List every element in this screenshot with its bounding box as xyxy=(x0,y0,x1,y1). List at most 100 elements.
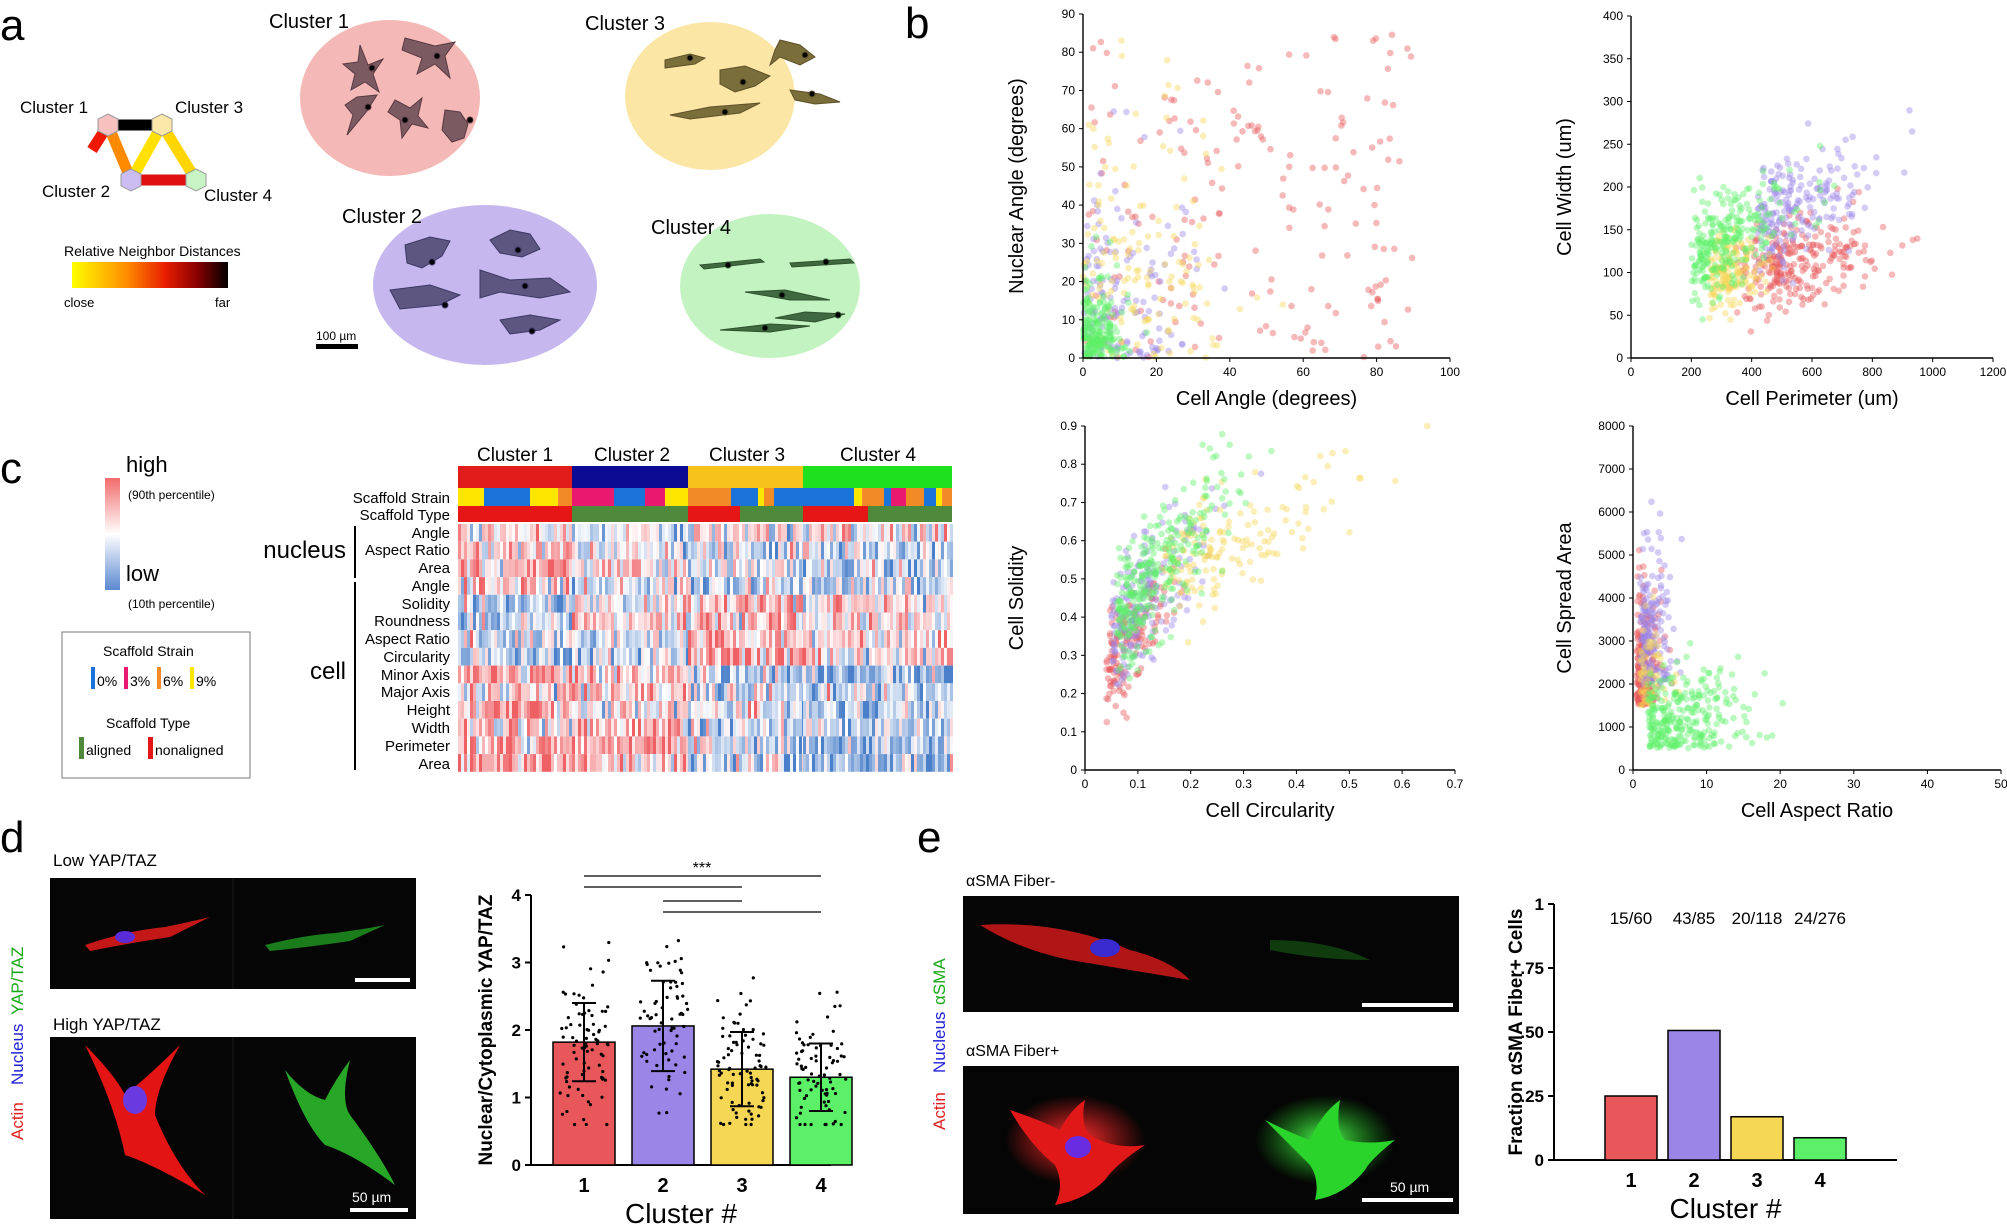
heat-cell xyxy=(724,665,727,684)
heat-cell xyxy=(772,594,775,613)
heat-cell xyxy=(899,630,902,648)
point-cluster-4 xyxy=(1703,273,1710,281)
heat-cell xyxy=(827,559,830,578)
point-cluster-4 xyxy=(1106,303,1113,311)
point-cluster-3 xyxy=(1725,273,1732,281)
point-cluster-1 xyxy=(1832,226,1839,233)
point-cluster-3 xyxy=(1214,582,1221,589)
heat-cell xyxy=(754,577,757,595)
point-cluster-2 xyxy=(1849,133,1856,141)
heat-cell xyxy=(524,630,527,648)
heat-cell xyxy=(893,683,896,701)
heat-cell xyxy=(932,524,935,542)
heat-cell xyxy=(730,577,733,595)
point-cluster-2 xyxy=(1775,229,1783,236)
heat-cell xyxy=(638,665,641,684)
point-cluster-1 xyxy=(1785,277,1793,284)
heat-cell xyxy=(500,612,503,631)
heat-cell xyxy=(539,683,542,701)
point-cluster-1 xyxy=(1836,255,1844,263)
point-cluster-3 xyxy=(1163,552,1171,559)
point-cluster-2 xyxy=(1785,207,1793,214)
point-cluster-1 xyxy=(1814,288,1821,296)
heat-cell xyxy=(875,683,878,701)
point-cluster-1 xyxy=(1751,305,1759,312)
point-cluster-4 xyxy=(1171,606,1178,614)
point-cluster-4 xyxy=(1089,335,1097,343)
point-cluster-1 xyxy=(1826,275,1833,283)
point-cluster-3 xyxy=(1742,277,1749,285)
heat-cell xyxy=(485,541,488,560)
point-cluster-1 xyxy=(1171,578,1178,586)
point-cluster-4 xyxy=(1688,688,1696,695)
point-cluster-2 xyxy=(1861,204,1869,212)
heat-cell xyxy=(806,612,809,631)
point-cluster-1 xyxy=(1350,148,1357,156)
heat-cell xyxy=(947,577,950,595)
heat-cell xyxy=(461,594,464,613)
heat-cell xyxy=(944,559,947,578)
point-cluster-3 xyxy=(1733,283,1740,291)
heat-cell xyxy=(896,541,899,560)
point-cluster-2 xyxy=(1111,622,1118,629)
point-cluster-4 xyxy=(1116,616,1123,623)
point-cluster-1 xyxy=(1113,675,1121,683)
point-cluster-2 xyxy=(1835,150,1842,158)
point-cluster-1 xyxy=(1108,653,1115,661)
point-cluster-1 xyxy=(1133,635,1141,642)
strain-cell xyxy=(688,488,711,506)
heat-cell xyxy=(473,683,476,701)
point-cluster-3 xyxy=(1719,228,1726,235)
point-cluster-1 xyxy=(1116,687,1123,694)
point-cluster-4 xyxy=(1093,346,1101,353)
heat-cell xyxy=(733,594,736,613)
point-cluster-2 xyxy=(1135,562,1142,569)
cluster-header-bar xyxy=(803,466,952,488)
heat-cell xyxy=(784,665,787,684)
heat-cell xyxy=(857,541,860,560)
heat-cell xyxy=(524,594,527,613)
point-cluster-2 xyxy=(1773,221,1780,229)
point-cluster-4 xyxy=(1688,241,1695,248)
point-cluster-4 xyxy=(1086,307,1094,315)
heat-cell xyxy=(815,665,818,684)
y-tick-label: 0.6 xyxy=(1060,534,1077,548)
heat-cell xyxy=(530,559,533,578)
heat-cell xyxy=(521,559,524,578)
point-cluster-4 xyxy=(1118,345,1125,352)
heat-cell xyxy=(548,577,551,595)
point-cluster-2 xyxy=(1125,585,1133,592)
point-cluster-1 xyxy=(1813,241,1821,249)
heat-cell xyxy=(842,594,845,613)
heat-cell xyxy=(581,612,584,631)
heat-cell xyxy=(902,647,905,666)
point-cluster-1 xyxy=(1135,669,1143,677)
heat-low: low xyxy=(126,561,159,586)
point-cluster-3 xyxy=(1120,236,1128,243)
point-cluster-4 xyxy=(1704,257,1711,265)
heat-cell xyxy=(694,541,697,560)
point-cluster-3 xyxy=(1721,280,1729,288)
heat-cell xyxy=(671,541,674,560)
heat-cell xyxy=(557,612,560,631)
heat-cell xyxy=(721,612,724,631)
heat-cell xyxy=(911,594,914,613)
heat-cell xyxy=(899,524,902,542)
point-cluster-4 xyxy=(1095,339,1102,346)
heat-cell xyxy=(688,559,691,578)
point-cluster-2 xyxy=(1777,214,1784,222)
heat-cell xyxy=(647,577,650,595)
point-cluster-4 xyxy=(1738,205,1745,212)
heat-cell xyxy=(632,647,635,666)
heat-cell xyxy=(896,630,899,648)
point-cluster-3 xyxy=(1721,281,1729,289)
point-cluster-2 xyxy=(1208,485,1216,492)
point-cluster-4 xyxy=(1092,342,1100,349)
heat-cell xyxy=(488,559,491,578)
point-cluster-1 xyxy=(1267,145,1274,153)
point-cluster-3 xyxy=(1283,505,1290,513)
point-cluster-3 xyxy=(1216,506,1224,513)
point-cluster-1 xyxy=(1807,295,1815,303)
heat-cell xyxy=(730,541,733,560)
heat-cell xyxy=(715,683,718,701)
